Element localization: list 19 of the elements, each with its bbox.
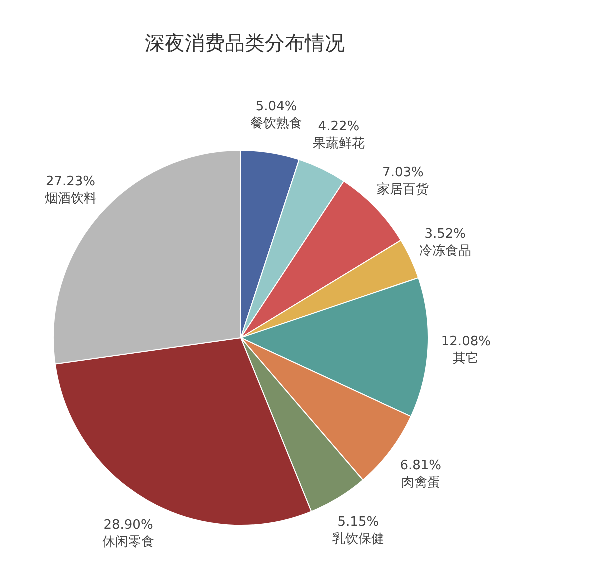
data-label: 5.15%	[338, 514, 380, 530]
slice-label: 烟酒饮料	[44, 192, 97, 207]
slice-label: 休闲零食	[102, 534, 155, 550]
slice-label: 其它	[453, 350, 480, 366]
data-label: 12.08%	[441, 334, 491, 350]
data-label: 4.22%	[318, 119, 360, 134]
slice-label: 果蔬鲜花	[312, 136, 365, 152]
data-label: 28.90%	[104, 518, 154, 533]
slice-label: 冷冻食品	[419, 244, 472, 260]
slice-label: 乳饮保健	[332, 532, 384, 547]
slice-label: 家居百货	[377, 182, 430, 198]
data-label: 3.52%	[424, 227, 466, 242]
data-label: 7.03%	[382, 166, 424, 181]
slice-label: 肉禽蛋	[401, 475, 440, 490]
chart-title: 深夜消费品类分布情况	[145, 31, 345, 56]
slice-label: 餐饮熟食	[250, 116, 303, 132]
data-label: 6.81%	[400, 458, 442, 474]
data-label: 5.04%	[256, 100, 298, 115]
data-label: 27.23%	[46, 174, 96, 190]
